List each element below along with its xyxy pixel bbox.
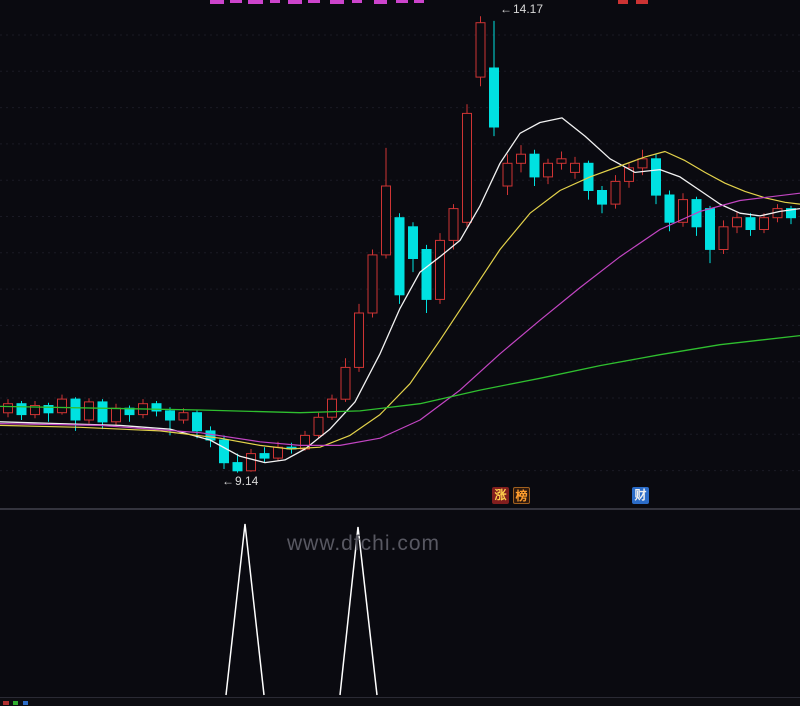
cropped-ticker-fragment bbox=[288, 0, 302, 4]
bottom-bar-mark bbox=[3, 701, 9, 705]
panel-divider bbox=[0, 508, 800, 510]
candlestick-chart-canvas[interactable] bbox=[0, 0, 800, 508]
cropped-ticker-fragment bbox=[396, 0, 408, 3]
cropped-ticker-fragment bbox=[210, 0, 224, 4]
left-arrow-icon: ← bbox=[500, 2, 512, 16]
marquee-badge-bang[interactable]: 榜 bbox=[513, 487, 530, 504]
signal-indicator-canvas[interactable] bbox=[0, 510, 800, 697]
cropped-ticker-fragment bbox=[270, 0, 280, 3]
high-price-value: 14.17 bbox=[513, 2, 544, 16]
signal-indicator-panel[interactable]: www.dfchi.com bbox=[0, 510, 800, 697]
high-price-label: ←14.17 bbox=[500, 2, 543, 16]
left-arrow-icon: ← bbox=[222, 474, 234, 488]
cropped-ticker-fragment bbox=[636, 0, 648, 4]
cropped-ticker-fragment bbox=[308, 0, 320, 3]
cropped-ticker-fragment bbox=[248, 0, 263, 4]
bottom-bar[interactable] bbox=[0, 697, 800, 706]
low-price-label: ←9.14 bbox=[222, 474, 258, 488]
watermark-text: www.dfchi.com bbox=[287, 532, 441, 555]
cropped-ticker-fragment bbox=[230, 0, 242, 3]
cropped-ticker-fragment bbox=[374, 0, 387, 4]
marquee-badge-zhang[interactable]: 涨 bbox=[492, 487, 509, 504]
bottom-bar-mark bbox=[23, 701, 28, 705]
cropped-ticker-fragment bbox=[618, 0, 628, 4]
bottom-bar-mark bbox=[13, 701, 18, 705]
marquee-badge-cai[interactable]: 财 bbox=[632, 487, 649, 504]
candlestick-chart-panel[interactable]: ←14.17 ←9.14 涨榜财 bbox=[0, 0, 800, 508]
low-price-value: 9.14 bbox=[235, 474, 259, 488]
cropped-ticker-fragment bbox=[352, 0, 362, 3]
cropped-ticker-fragment bbox=[330, 0, 344, 4]
cropped-ticker-fragment bbox=[414, 0, 424, 3]
